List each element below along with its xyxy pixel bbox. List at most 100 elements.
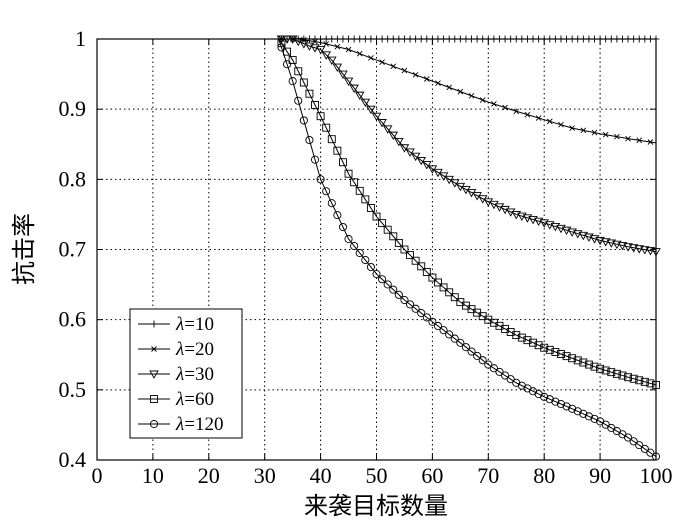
- series-marker: [558, 121, 564, 128]
- x-tick-label: 80: [533, 463, 555, 488]
- series-marker: [311, 101, 319, 109]
- series-marker: [294, 96, 303, 105]
- series-marker: [573, 356, 582, 365]
- series-marker: [539, 219, 549, 228]
- legend-item: λ=120: [138, 414, 223, 435]
- series-marker: [501, 371, 510, 380]
- series-marker: [310, 155, 320, 164]
- series-marker: [322, 187, 331, 196]
- series-layer: [276, 35, 661, 461]
- x-tick-label: 50: [366, 463, 388, 488]
- series-marker: [288, 77, 297, 86]
- series-marker: [590, 414, 599, 423]
- series-marker: [513, 108, 520, 115]
- series-marker: [646, 448, 655, 457]
- series-marker: [636, 137, 643, 144]
- series-marker: [540, 392, 549, 401]
- series-marker: [368, 55, 374, 61]
- series-marker: [484, 360, 493, 369]
- series-marker: [394, 290, 403, 299]
- series-marker: [640, 444, 649, 453]
- series-marker: [389, 232, 398, 241]
- series-marker: [523, 336, 532, 345]
- series-marker: [640, 246, 650, 255]
- series-marker: [338, 70, 348, 79]
- series-marker: [394, 238, 403, 247]
- series-marker: [401, 67, 408, 74]
- series-marker: [489, 364, 498, 373]
- series-marker: [635, 441, 644, 450]
- series-marker: [400, 295, 409, 305]
- series-marker: [568, 354, 577, 363]
- series-marker: [334, 43, 341, 50]
- series-marker: [502, 104, 508, 111]
- series-marker: [366, 204, 375, 212]
- series-marker: [479, 97, 486, 103]
- series-marker: [579, 358, 588, 367]
- series-marker: [651, 452, 661, 461]
- series-marker: [468, 93, 475, 99]
- series-marker: [372, 212, 381, 221]
- series-line: [281, 38, 657, 144]
- series-marker: [607, 368, 616, 377]
- series-marker: [535, 115, 542, 121]
- series-marker: [602, 131, 609, 138]
- series-marker: [595, 236, 605, 246]
- series-marker: [377, 119, 387, 128]
- series-marker: [584, 360, 593, 369]
- series-marker: [439, 283, 448, 292]
- series-marker: [338, 222, 348, 232]
- series-marker: [354, 91, 365, 101]
- series-marker: [573, 407, 582, 416]
- y-tick-label: 0.8: [59, 166, 87, 191]
- grid: [97, 39, 656, 460]
- series-marker: [410, 152, 421, 162]
- series-marker: [350, 241, 359, 251]
- series-marker: [277, 43, 286, 52]
- series-2: [276, 35, 661, 257]
- y-tick-label: 0.6: [59, 307, 87, 332]
- series-marker: [332, 63, 343, 72]
- series-marker: [517, 212, 527, 222]
- series-marker: [305, 135, 314, 145]
- series-marker: [399, 144, 410, 153]
- series-0: [277, 35, 660, 43]
- series-marker: [283, 60, 292, 69]
- series-marker: [360, 98, 371, 108]
- series-marker: [316, 175, 325, 184]
- series-marker: [344, 169, 353, 178]
- series-marker: [361, 255, 370, 265]
- series-marker: [405, 300, 415, 309]
- series-marker: [417, 309, 426, 318]
- legend-label: λ=20: [175, 339, 214, 360]
- series-marker: [546, 118, 553, 125]
- series-marker: [383, 280, 392, 289]
- legend-marker: [149, 419, 159, 429]
- series-marker: [567, 228, 577, 237]
- series-marker: [445, 330, 454, 339]
- series-marker: [305, 89, 314, 98]
- series-marker: [640, 377, 649, 386]
- series-marker: [591, 129, 598, 136]
- series-marker: [590, 362, 599, 371]
- x-tick-label: 90: [589, 463, 611, 488]
- series-marker: [473, 351, 482, 360]
- series-marker: [635, 376, 644, 385]
- series-marker: [406, 251, 414, 260]
- series-marker: [435, 80, 441, 87]
- series-marker: [423, 76, 430, 82]
- series-marker: [634, 245, 645, 254]
- series-marker: [450, 293, 459, 302]
- series-marker: [606, 239, 617, 248]
- y-axis-title: 抗击率: [10, 213, 38, 285]
- legend-marker: [149, 370, 159, 379]
- series-marker: [646, 379, 655, 388]
- series-marker: [327, 56, 337, 65]
- series-marker: [299, 78, 308, 87]
- series-marker: [545, 395, 554, 404]
- series-marker: [366, 105, 376, 115]
- series-marker: [506, 375, 515, 384]
- series-marker: [491, 101, 497, 107]
- series-marker: [349, 84, 359, 94]
